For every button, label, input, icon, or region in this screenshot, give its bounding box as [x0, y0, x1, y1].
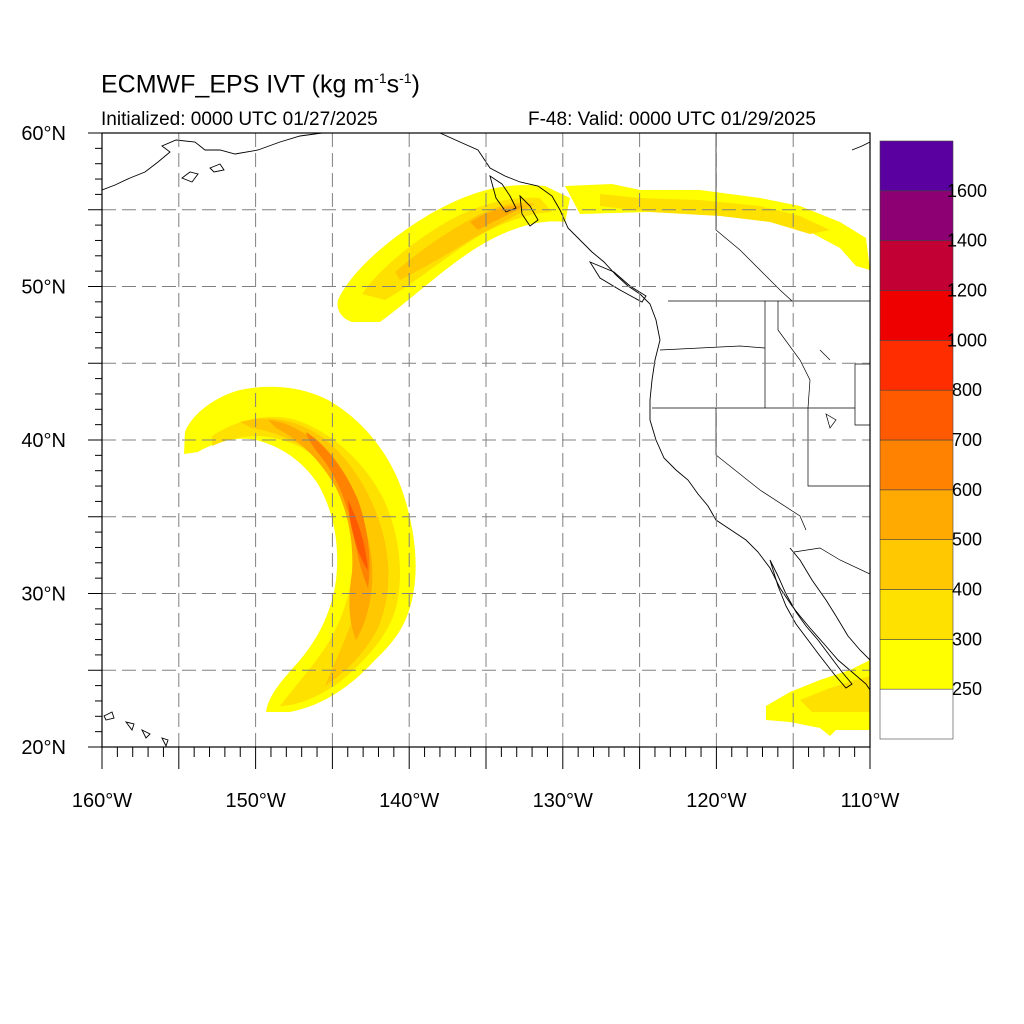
north-american-coast — [439, 133, 870, 691]
colorbar-label: 500 — [952, 530, 982, 550]
lat-tick-label: 40°N — [21, 430, 66, 452]
initialized-label: Initialized: 0000 UTC 01/27/2025 — [101, 109, 378, 130]
lat-tick-label: 20°N — [21, 737, 66, 759]
lon-tick-label: 120°W — [686, 790, 746, 812]
lon-tick-label: 140°W — [379, 790, 439, 812]
colorbar-swatch — [879, 190, 954, 241]
colorbar-swatch — [879, 589, 954, 640]
colorbar-swatch — [879, 389, 954, 441]
colorbar-label: 1000 — [947, 330, 987, 350]
colorbar-label: 400 — [952, 580, 982, 600]
valid-time-label: F-48: Valid: 0000 UTC 01/29/2025 — [528, 109, 816, 130]
colorbar: 250 300 400 500 600 700 800 1000 1200 1400 1600 — [879, 140, 987, 740]
ivt-shading — [184, 184, 870, 736]
hawaii-islands — [103, 711, 169, 747]
colorbar-swatch — [879, 439, 954, 491]
colorbar-label: 600 — [952, 480, 982, 500]
political-borders — [652, 133, 870, 575]
colorbar-swatch — [879, 539, 954, 590]
colorbar-swatch — [879, 688, 954, 740]
colorbar-label: 1400 — [947, 231, 987, 251]
lon-tick-label: 150°W — [225, 790, 285, 812]
lon-tick-label: 130°W — [533, 790, 593, 812]
colorbar-swatch — [879, 140, 954, 192]
lon-tick-label: 160°W — [72, 790, 132, 812]
graticule — [102, 133, 870, 747]
alaska-peninsula-coast — [102, 133, 323, 191]
colorbar-label: 1600 — [947, 181, 987, 201]
colorbar-swatch — [879, 340, 954, 391]
baja-coast — [769, 559, 853, 689]
colorbar-swatch — [879, 639, 954, 690]
colorbar-label: 700 — [952, 430, 982, 450]
colorbar-label: 800 — [952, 380, 982, 400]
coastlines — [102, 133, 870, 747]
axis-ticks — [88, 132, 871, 769]
lat-tick-label: 50°N — [21, 277, 66, 299]
map-title: ECMWF_EPS IVT (kg m-1s-1) — [101, 70, 420, 99]
colorbar-label: 300 — [952, 629, 982, 649]
colorbar-label: 250 — [952, 679, 982, 699]
lat-tick-label: 30°N — [21, 584, 66, 606]
lon-tick-label: 110°W — [841, 790, 900, 812]
colorbar-swatch — [879, 290, 954, 341]
colorbar-swatch — [879, 240, 954, 291]
colorbar-label: 1200 — [947, 281, 987, 301]
colorbar-swatch — [879, 489, 954, 540]
axis-tick-labels: 160°W 150°W 140°W 130°W 120°W 110°W 60°N 50°N 40… — [21, 123, 899, 812]
lat-tick-label: 60°N — [21, 123, 66, 145]
